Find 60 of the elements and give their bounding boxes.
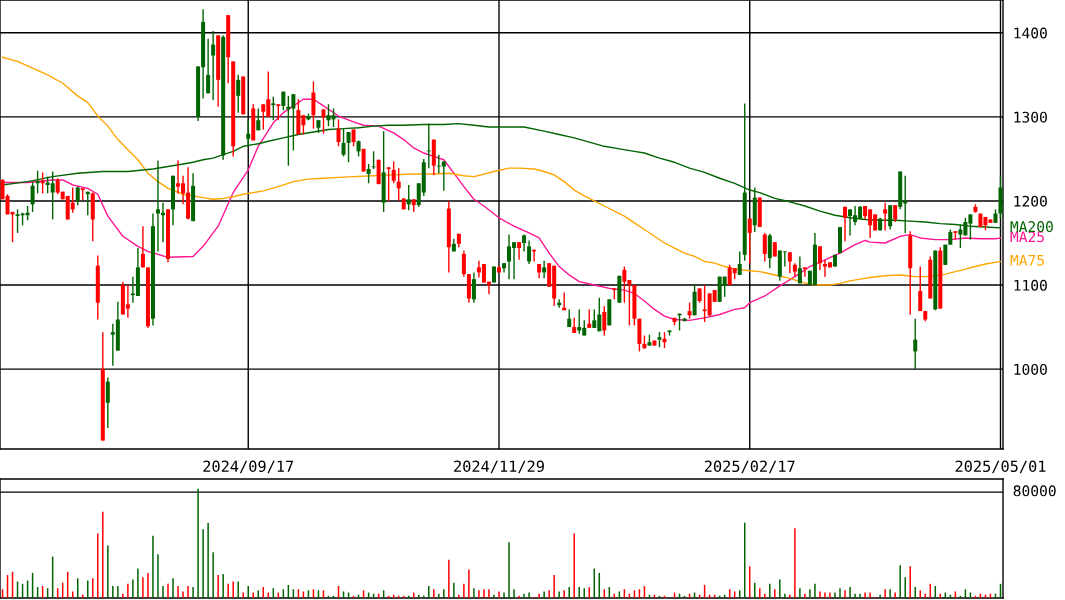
candlestick (30, 180, 35, 213)
text: 80000 (1013, 485, 1056, 497)
candlestick (797, 255, 802, 285)
candlestick (321, 108, 326, 135)
candlestick (577, 308, 582, 335)
candlestick (767, 233, 772, 269)
candlestick (206, 37, 211, 95)
candlestick (441, 160, 446, 192)
line-series (1, 56, 1002, 286)
candlestick (602, 305, 607, 337)
candlestick (105, 376, 110, 429)
candlestick (883, 201, 888, 232)
x-tick-label: 2025/05/01 (955, 460, 1046, 474)
candlestick (176, 159, 181, 195)
candlestick (471, 271, 476, 304)
candlestick (336, 118, 341, 147)
candlestick (75, 185, 80, 206)
candlestick (125, 284, 130, 319)
candlestick (507, 233, 512, 280)
y-tick-label: 1300 (1014, 111, 1047, 123)
candlestick (517, 241, 522, 261)
candlestick (261, 103, 266, 131)
candlestick (406, 184, 411, 211)
y-tick-label: 1200 (1014, 195, 1047, 207)
candlestick (592, 308, 597, 329)
candlestick (913, 317, 918, 370)
candlestick (386, 166, 391, 202)
candlestick (762, 232, 767, 263)
candlestick (622, 265, 627, 304)
candlestick (587, 308, 592, 329)
candlestick (271, 95, 276, 121)
candlestick (50, 170, 55, 221)
x-tick-label: 2024/09/17 (203, 460, 294, 474)
candlestick (527, 239, 532, 265)
candlestick (747, 217, 752, 264)
candlestick (737, 250, 742, 276)
candlestick (542, 259, 547, 280)
series-label: MA75 (1010, 254, 1044, 266)
candlestick (787, 251, 792, 274)
x-tick-label: 2024/11/29 (454, 460, 544, 474)
y-tick-label: 1100 (1014, 279, 1047, 291)
candlestick (461, 249, 466, 278)
candlestick (366, 163, 371, 184)
candlestick (140, 225, 145, 269)
candlestick (802, 266, 807, 278)
y-tick-label: 1000 (1014, 363, 1047, 375)
series-label: MA25 (1010, 231, 1044, 243)
candlestick (311, 80, 316, 130)
candlestick (817, 245, 822, 271)
candlestick (918, 265, 923, 312)
y-tick-label: 1400 (1014, 27, 1047, 39)
candlestick (391, 160, 396, 184)
x-tick-label: 2025/02/17 (704, 460, 795, 474)
candlestick (346, 131, 351, 163)
candlestick (692, 284, 697, 317)
candlestick (843, 206, 848, 243)
candlestick (211, 30, 216, 101)
series-label: MA200 (1010, 221, 1053, 233)
candlestick (236, 74, 241, 114)
candlestick (341, 127, 346, 158)
